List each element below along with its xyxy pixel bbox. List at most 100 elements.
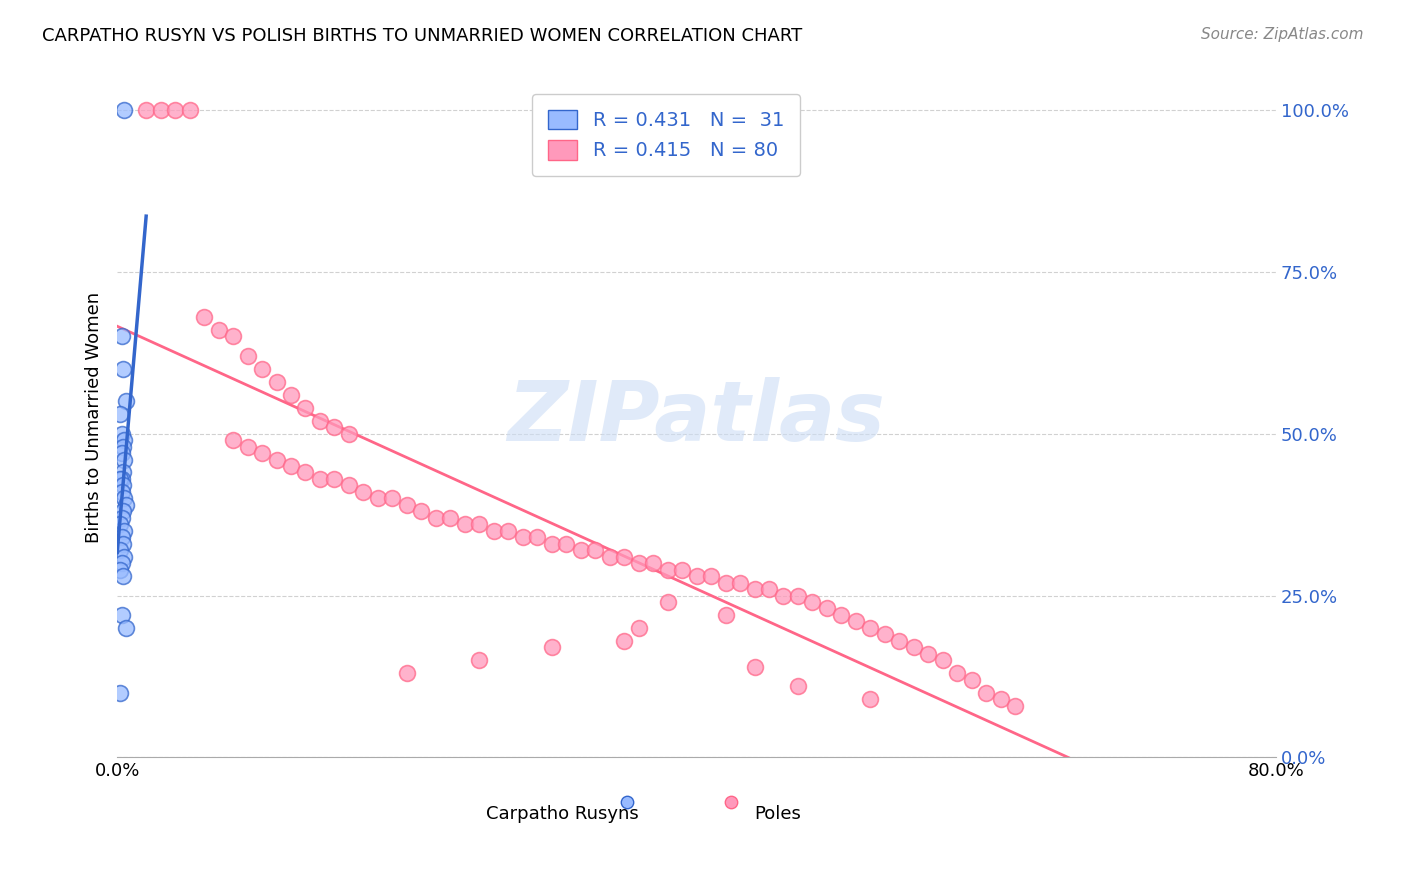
Point xyxy=(583,543,606,558)
Point xyxy=(801,595,824,609)
Point xyxy=(352,484,374,499)
Point xyxy=(700,569,723,583)
Point xyxy=(112,751,135,765)
Point xyxy=(1004,698,1026,713)
Point xyxy=(787,679,810,693)
Point xyxy=(193,310,215,324)
Point xyxy=(830,607,852,622)
Point xyxy=(250,362,273,376)
Point xyxy=(758,582,780,596)
Point xyxy=(411,504,433,518)
Point xyxy=(114,103,136,117)
Point xyxy=(114,452,136,467)
Point xyxy=(115,394,138,409)
Point xyxy=(569,543,592,558)
Point xyxy=(482,524,505,538)
Point xyxy=(932,653,955,667)
Point xyxy=(627,621,650,635)
Point xyxy=(250,446,273,460)
Point xyxy=(395,498,418,512)
Point xyxy=(110,556,132,570)
Point xyxy=(135,103,157,117)
Point xyxy=(110,472,132,486)
Point xyxy=(222,329,245,343)
Point xyxy=(787,589,810,603)
Legend: R = 0.431   N =  31, R = 0.415   N = 80: R = 0.431 N = 31, R = 0.415 N = 80 xyxy=(533,94,800,176)
Point xyxy=(859,692,882,706)
Point xyxy=(643,556,665,570)
Point xyxy=(179,103,201,117)
Point xyxy=(110,510,132,524)
Point xyxy=(110,607,132,622)
Point xyxy=(165,103,187,117)
Point xyxy=(714,607,737,622)
Text: Poles: Poles xyxy=(755,805,801,823)
Text: Carpatho Rusyns: Carpatho Rusyns xyxy=(486,805,638,823)
Point xyxy=(744,582,766,596)
Point xyxy=(111,362,134,376)
Point xyxy=(657,595,679,609)
Point xyxy=(280,458,302,473)
Point xyxy=(108,686,131,700)
Text: CARPATHO RUSYN VS POLISH BIRTHS TO UNMARRIED WOMEN CORRELATION CHART: CARPATHO RUSYN VS POLISH BIRTHS TO UNMAR… xyxy=(42,27,803,45)
Point xyxy=(294,466,316,480)
Point xyxy=(280,388,302,402)
Point xyxy=(540,640,562,655)
Point xyxy=(772,589,794,603)
Point xyxy=(110,530,132,544)
Point xyxy=(115,498,138,512)
Point xyxy=(657,563,679,577)
Point xyxy=(337,478,360,492)
Point xyxy=(207,323,229,337)
Point xyxy=(236,440,259,454)
Point xyxy=(149,103,172,117)
Point xyxy=(599,549,621,564)
Point xyxy=(526,530,548,544)
Point xyxy=(111,504,134,518)
Point xyxy=(111,440,134,454)
Point xyxy=(381,491,404,506)
Point xyxy=(111,466,134,480)
Point xyxy=(859,621,882,635)
Point xyxy=(222,433,245,447)
Point xyxy=(714,575,737,590)
Point xyxy=(917,647,939,661)
Point xyxy=(294,401,316,415)
Point xyxy=(108,543,131,558)
Point xyxy=(685,569,707,583)
Text: ZIPatlas: ZIPatlas xyxy=(508,377,886,458)
Point xyxy=(540,537,562,551)
Point xyxy=(367,491,389,506)
Point xyxy=(108,407,131,421)
Point xyxy=(108,563,131,577)
Point xyxy=(309,472,332,486)
Point xyxy=(114,751,136,765)
Point xyxy=(323,420,346,434)
Point xyxy=(425,510,447,524)
Point xyxy=(115,621,138,635)
Point xyxy=(114,433,136,447)
Point xyxy=(114,491,136,506)
Point xyxy=(946,666,969,681)
Point xyxy=(110,484,132,499)
Point xyxy=(468,653,491,667)
Point xyxy=(512,530,534,544)
Point xyxy=(744,659,766,673)
Point xyxy=(108,517,131,532)
Point xyxy=(111,478,134,492)
Point xyxy=(498,524,520,538)
Point xyxy=(728,575,751,590)
Point xyxy=(236,349,259,363)
Point xyxy=(323,472,346,486)
Y-axis label: Births to Unmarried Women: Births to Unmarried Women xyxy=(86,292,103,543)
Point xyxy=(114,549,136,564)
Point xyxy=(555,537,578,551)
Point xyxy=(110,446,132,460)
Point xyxy=(960,673,983,687)
Point xyxy=(845,615,868,629)
Point xyxy=(337,426,360,441)
Point xyxy=(110,426,132,441)
Point xyxy=(671,563,693,577)
Point xyxy=(468,517,491,532)
Point xyxy=(439,510,461,524)
